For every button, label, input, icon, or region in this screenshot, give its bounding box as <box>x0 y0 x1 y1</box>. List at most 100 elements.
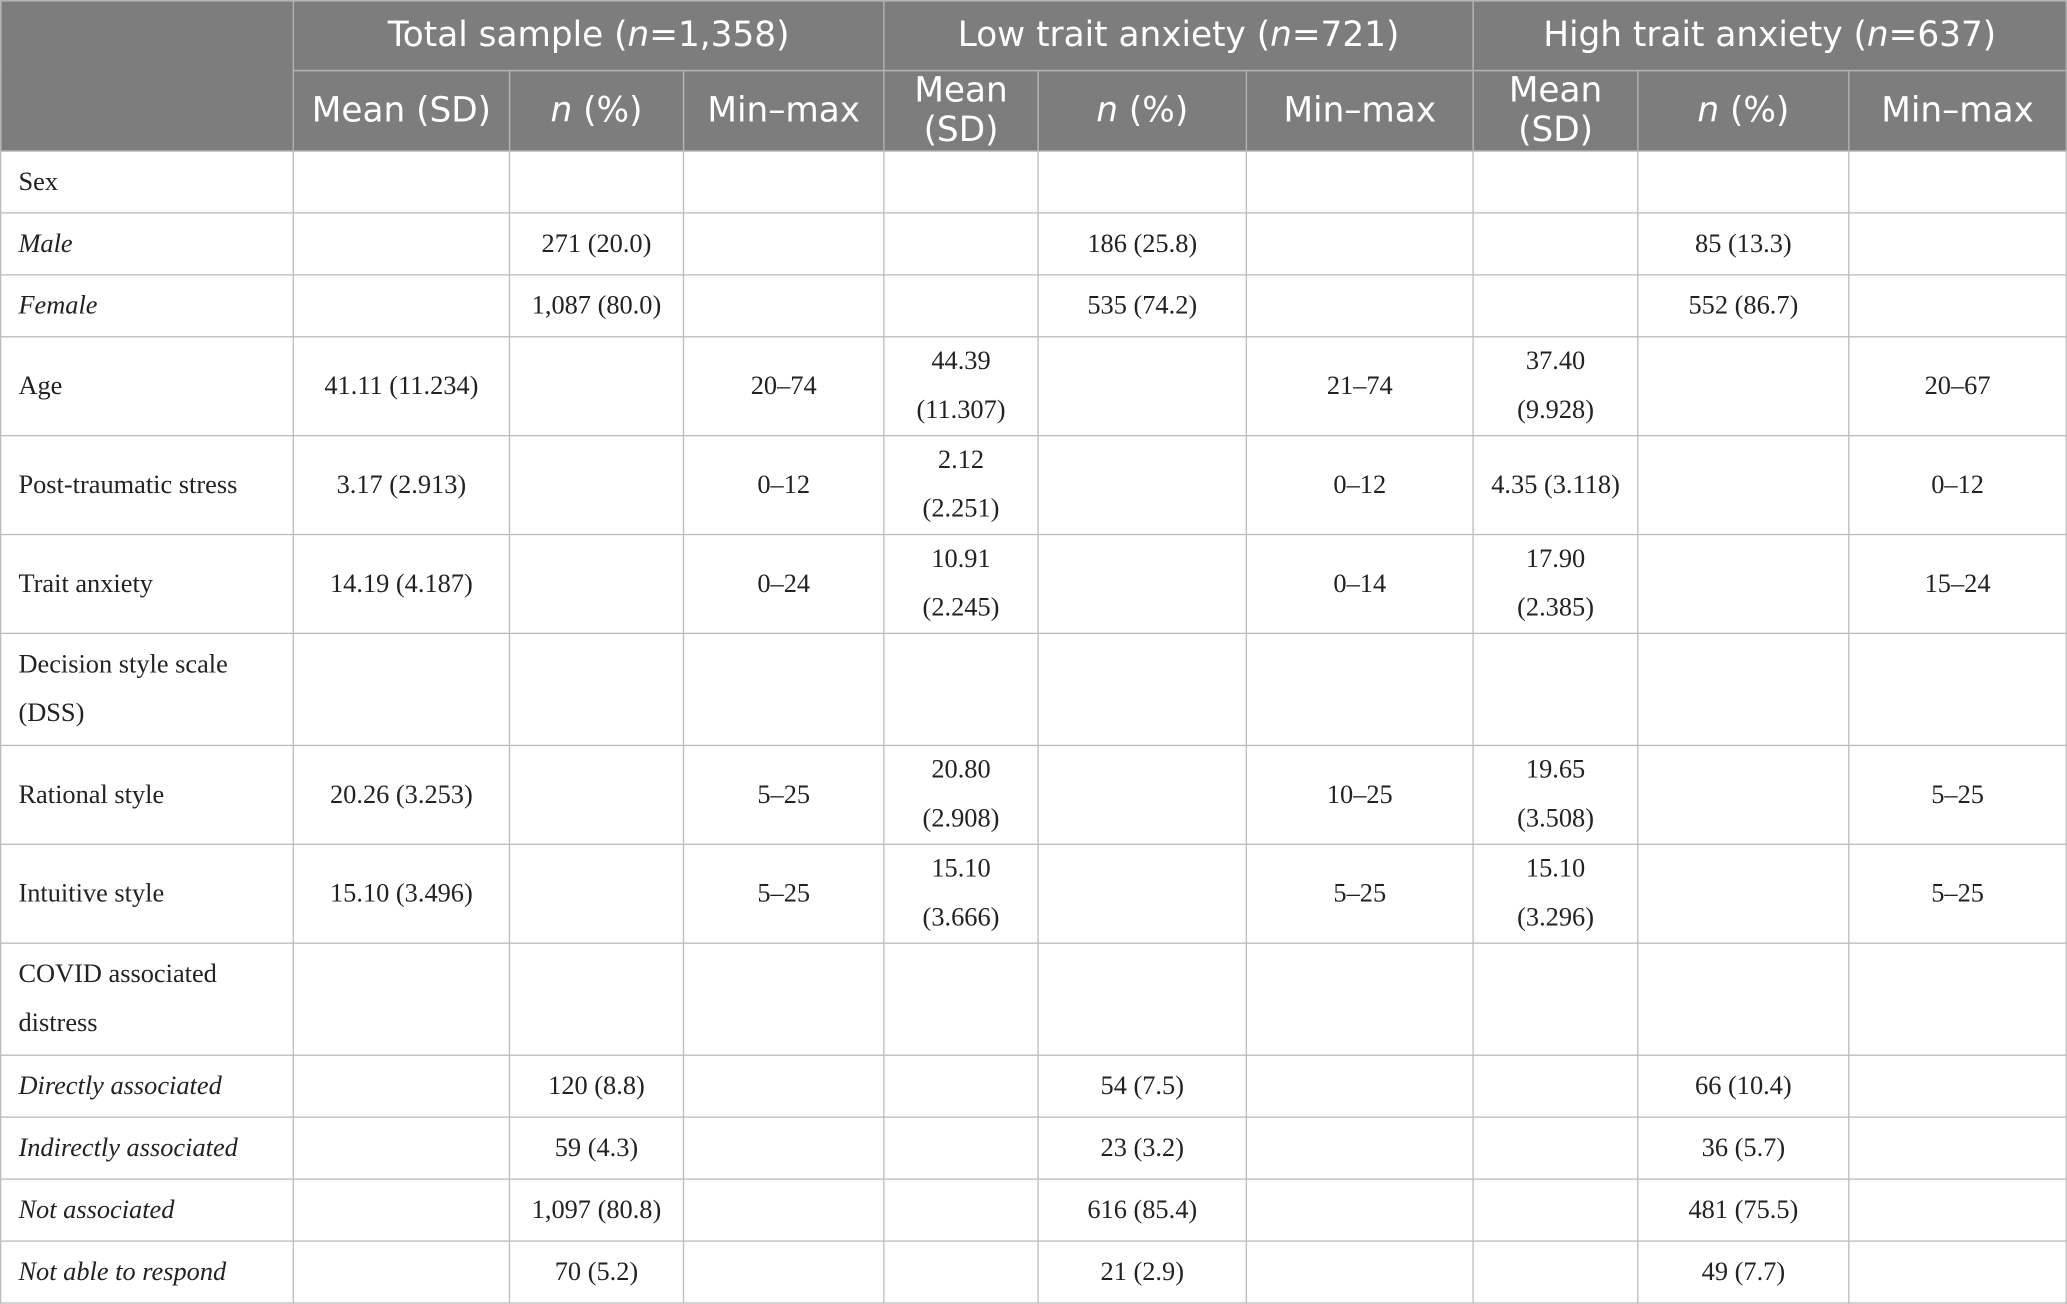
table-cell <box>1037 632 1248 747</box>
table-cell: 120 (8.8) <box>508 1054 685 1118</box>
table-cell <box>1245 632 1474 747</box>
table-cell: 15.10 (3.496) <box>292 843 511 944</box>
table-cell <box>682 632 885 747</box>
table-cell: 21–74 <box>1245 336 1474 437</box>
table-cell: 1,097 (80.8) <box>508 1178 685 1242</box>
table-cell: 10–25 <box>1245 744 1474 845</box>
row-label: Decision style scale (DSS) <box>0 632 294 747</box>
row-label: Age <box>0 336 294 437</box>
table-cell: 20–67 <box>1848 336 2067 437</box>
table-row: Trait anxiety 14.19 (4.187) 0–24 10.91 (2.2… <box>0 533 2067 635</box>
table-cell: 552 (86.7) <box>1637 274 1850 338</box>
table-row: Female 1,087 (80.0) 535 (74.2) 552 (86.7) <box>0 274 2067 338</box>
table-cell <box>1037 942 1248 1056</box>
subheader-min-max: Min–max <box>1848 69 2067 152</box>
table-row: Directly associated 120 (8.8) 54 (7.5) 66 (… <box>0 1054 2067 1118</box>
table-row: Sex <box>0 150 2067 214</box>
table-cell: 2.12 (2.251) <box>883 435 1039 536</box>
table-cell <box>883 942 1039 1056</box>
table-cell <box>1037 533 1248 635</box>
table-cell <box>1637 942 1850 1056</box>
table-cell <box>682 1116 885 1180</box>
row-label: Not able to respond <box>0 1240 294 1304</box>
table-cell: 0–14 <box>1245 533 1474 635</box>
table-cell <box>1848 1116 2067 1180</box>
table-cell: 15.10 (3.666) <box>883 843 1039 944</box>
subheader-mean-sd: Mean (SD) <box>883 69 1039 152</box>
table-cell <box>682 1054 885 1118</box>
table-cell: 271 (20.0) <box>508 212 685 276</box>
table-cell: 0–12 <box>682 435 885 536</box>
table-cell <box>508 336 685 437</box>
table-cell <box>883 212 1039 276</box>
row-label: Sex <box>0 150 294 214</box>
row-label: Post-traumatic stress <box>0 435 294 536</box>
table-cell <box>508 942 685 1056</box>
table-cell: 0–12 <box>1848 435 2067 536</box>
table-cell <box>883 1116 1039 1180</box>
group-header-high-anxiety: High trait anxiety (n=637) <box>1472 0 2067 72</box>
table-cell <box>1245 1240 1474 1304</box>
table-cell <box>1848 212 2067 276</box>
table-cell: 0–24 <box>682 533 885 635</box>
table-cell <box>1637 150 1850 214</box>
subheader-mean-sd: Mean (SD) <box>1472 69 1639 152</box>
subheader-min-max: Min–max <box>1245 69 1474 152</box>
table-cell <box>1637 843 1850 944</box>
table-cell <box>1245 1116 1474 1180</box>
subheader-n-pct: n (%) <box>1037 69 1248 152</box>
table-cell: 5–25 <box>682 843 885 944</box>
table-cell: 20.26 (3.253) <box>292 744 511 845</box>
table-row: Male 271 (20.0) 186 (25.8) 85 (13.3) <box>0 212 2067 276</box>
table-cell <box>1472 942 1639 1056</box>
table-cell <box>1637 632 1850 747</box>
row-label: COVID associated distress <box>0 942 294 1056</box>
table-row: Intuitive style 15.10 (3.496) 5–25 15.10 (3… <box>0 843 2067 944</box>
table-cell <box>1037 843 1248 944</box>
table-cell <box>1472 274 1639 338</box>
table-cell <box>883 150 1039 214</box>
table-cell <box>1245 1178 1474 1242</box>
table-cell <box>1848 150 2067 214</box>
table-cell <box>1848 1178 2067 1242</box>
table-cell: 49 (7.7) <box>1637 1240 1850 1304</box>
table-cell <box>508 533 685 635</box>
table-cell: 54 (7.5) <box>1037 1054 1248 1118</box>
table-cell <box>292 274 511 338</box>
table-cell <box>682 274 885 338</box>
table-cell: 535 (74.2) <box>1037 274 1248 338</box>
table-cell: 10.91 (2.245) <box>883 533 1039 635</box>
table-cell: 5–25 <box>1848 744 2067 845</box>
table-cell: 481 (75.5) <box>1637 1178 1850 1242</box>
table-cell <box>1245 942 1474 1056</box>
table-cell: 17.90 (2.385) <box>1472 533 1639 635</box>
table-cell: 4.35 (3.118) <box>1472 435 1639 536</box>
table-cell <box>292 150 511 214</box>
table-cell: 1,087 (80.0) <box>508 274 685 338</box>
subheader-mean-sd: Mean (SD) <box>292 69 511 152</box>
table-cell <box>1848 1054 2067 1118</box>
table-cell <box>883 1054 1039 1118</box>
table-cell: 20.80 (2.908) <box>883 744 1039 845</box>
table-cell: 59 (4.3) <box>508 1116 685 1180</box>
table-cell <box>682 942 885 1056</box>
table-cell <box>292 1054 511 1118</box>
table-cell <box>292 1240 511 1304</box>
table-cell <box>1472 632 1639 747</box>
table-row: Decision style scale (DSS) <box>0 632 2067 747</box>
row-label: Rational style <box>0 744 294 845</box>
table-cell <box>508 843 685 944</box>
table-cell <box>682 150 885 214</box>
table-cell <box>1472 212 1639 276</box>
table-cell: 85 (13.3) <box>1637 212 1850 276</box>
subheader-min-max: Min–max <box>682 69 885 152</box>
table-cell: 3.17 (2.913) <box>292 435 511 536</box>
table-cell <box>1245 150 1474 214</box>
table-cell: 5–25 <box>1848 843 2067 944</box>
table-cell <box>1472 1054 1639 1118</box>
table-cell: 44.39 (11.307) <box>883 336 1039 437</box>
table-row: Not associated 1,097 (80.8) 616 (85.4) 481 … <box>0 1178 2067 1242</box>
table-cell <box>1037 435 1248 536</box>
table-cell: 37.40 (9.928) <box>1472 336 1639 437</box>
